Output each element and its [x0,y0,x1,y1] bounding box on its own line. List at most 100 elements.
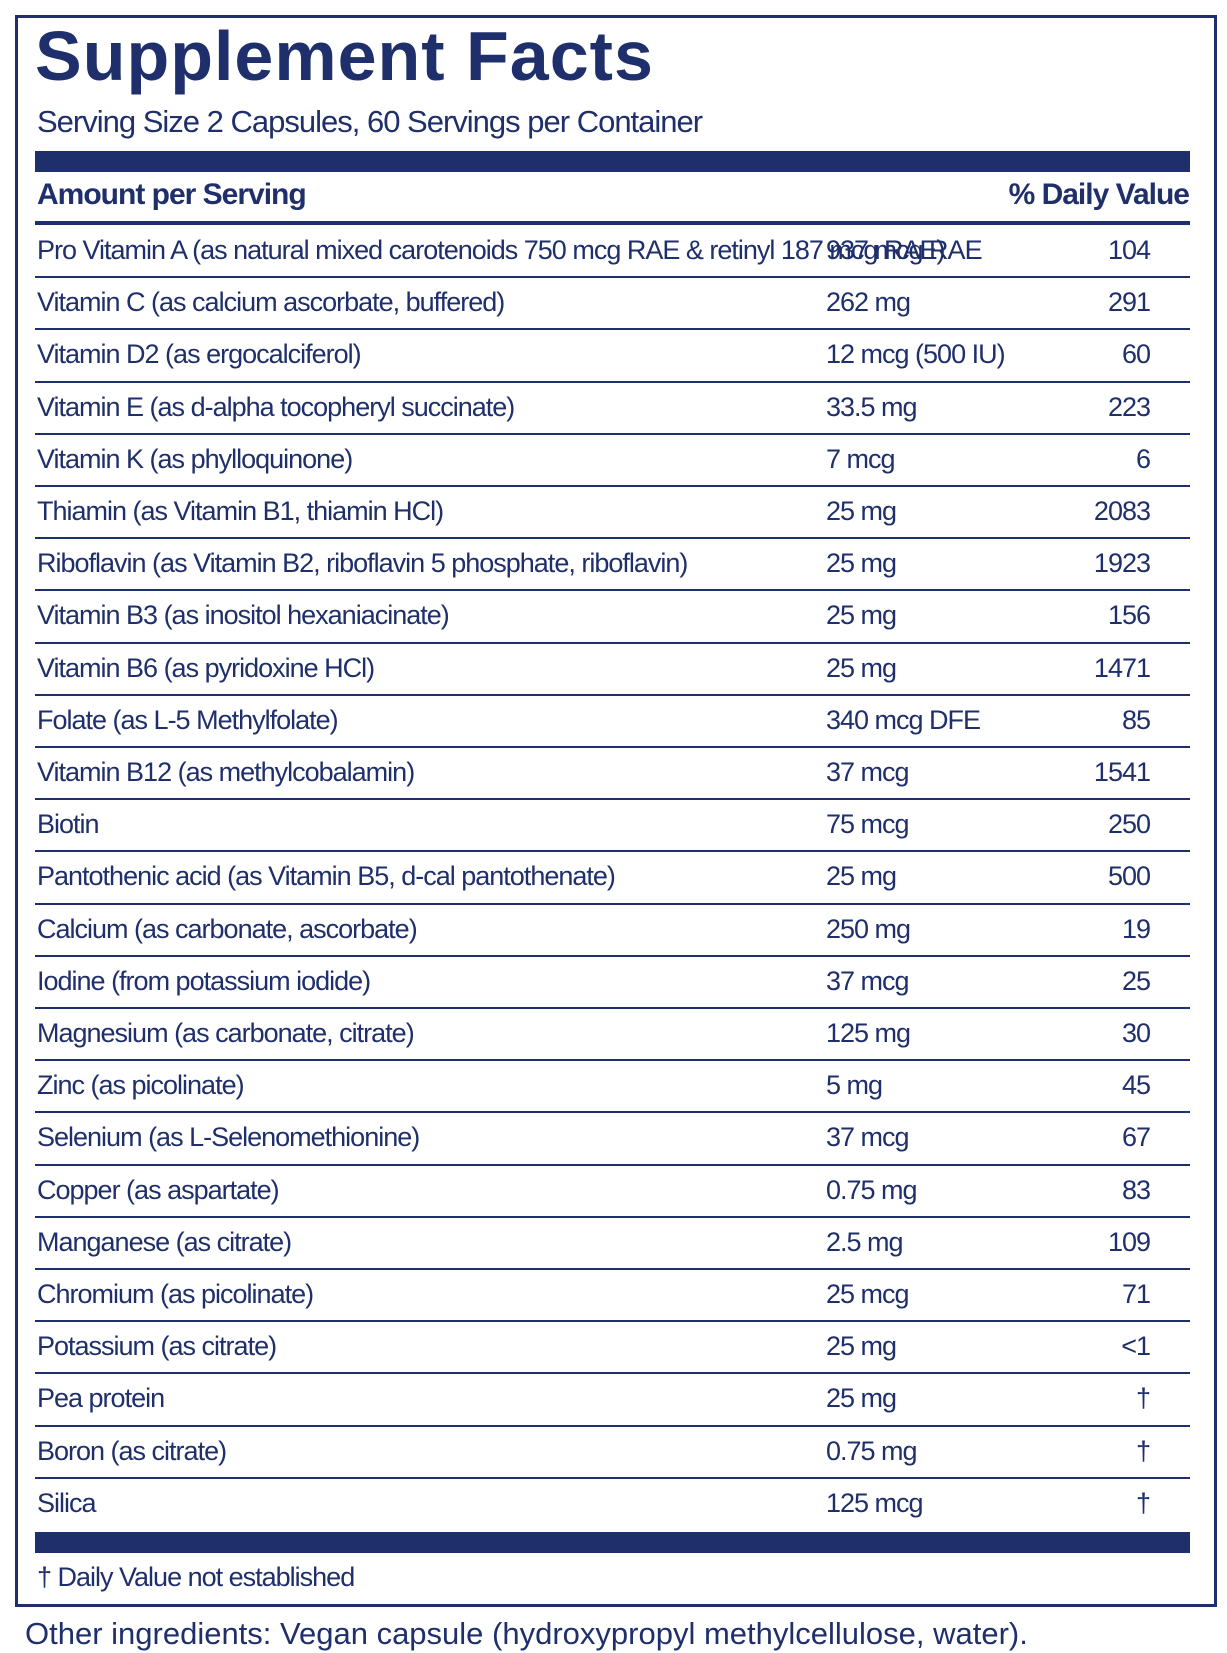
row-rule [35,1059,1190,1062]
nutrient-name: Pantothenic acid (as Vitamin B5, d-cal p… [37,861,616,892]
amount: 25 mg [826,1331,897,1362]
daily-value: 1541 [1093,757,1151,787]
nutrient-name: Silica [37,1487,97,1518]
amount: 0.75 mg [826,1174,918,1205]
amount: 75 mcg [826,809,910,840]
row-rule [35,746,1190,748]
daily-value: 109 [1107,1226,1151,1257]
amount: 125 mcg [826,1487,924,1518]
nutrient-name: Vitamin D2 (as ergocalciferol) [37,339,362,370]
nutrient-name: Vitamin B6 (as pyridoxine HCl) [37,652,375,683]
amount: 5 mg [826,1070,883,1101]
title: Supplement Facts [35,17,654,95]
nutrient-name: Iodine (from potassium iodide) [37,965,371,996]
thick-bar [35,1532,1190,1553]
nutrient-name: Vitamin K (as phylloquinone) [37,443,353,474]
amount: 37 mcg [826,1122,910,1153]
row-rule [35,798,1190,801]
nutrient-name: Vitamin E (as d-alpha tocopheryl succina… [37,391,515,422]
row-rule [35,328,1190,331]
column-header: Amount per Serving [37,178,307,211]
daily-value: 104 [1107,235,1151,265]
nutrient-name: Vitamin B3 (as inositol hexaniacinate) [37,600,450,631]
nutrient-name: Magnesium (as carbonate, citrate) [37,1018,415,1048]
amount: 25 mg [826,1383,897,1414]
daily-value: 1923 [1093,548,1151,579]
row-rule [35,1111,1190,1114]
row-rule [35,1215,1190,1218]
amount: 25 mg [826,652,897,683]
row-rule [35,276,1190,279]
daily-value: <1 [1121,1331,1151,1362]
daily-value: † [1135,1487,1151,1518]
amount: 25 mcg [826,1279,910,1309]
amount: 25 mg [826,496,897,526]
row-rule [35,380,1190,383]
row-rule [35,485,1190,487]
amount: 25 mg [826,548,897,579]
nutrient-name: Biotin [37,809,100,840]
nutrient-name: Folate (as L-5 Methylfolate) [37,704,339,735]
row-rule [35,1320,1190,1323]
nutrient-name: Pea protein [37,1383,165,1414]
daily-value: 250 [1107,809,1151,840]
daily-value: 291 [1107,287,1151,318]
daily-value: 67 [1121,1122,1151,1153]
amount: 262 mg [826,287,911,318]
row-rule [35,1372,1190,1375]
row-rule [35,902,1190,905]
amount: 0.75 mg [826,1435,918,1466]
amount: 2.5 mg [826,1226,904,1257]
thick-bar [35,151,1190,172]
daily-value: 60 [1121,339,1151,370]
row-rule [35,1424,1190,1427]
amount: 125 mg [826,1018,911,1048]
amount: 25 mg [826,600,897,631]
daily-value: 223 [1107,391,1151,422]
amount: 340 mcg DFE [826,704,981,735]
row-rule [35,954,1190,957]
row-rule [35,693,1190,696]
row-rule [35,1163,1190,1166]
column-header: % Daily Value [1008,178,1190,211]
nutrient-name: Vitamin C (as calcium ascorbate, buffere… [37,287,505,318]
nutrient-name: Boron (as citrate) [37,1435,227,1466]
amount: 250 mg [826,913,911,944]
row-rule [35,537,1190,540]
row-rule [35,432,1190,435]
nutrient-name: Zinc (as picolinate) [37,1070,245,1101]
daily-value: † [1135,1435,1151,1466]
nutrient-name: Vitamin B12 (as methylcobalamin) [37,757,415,787]
daily-value: 85 [1121,704,1151,735]
nutrient-name: Thiamin (as Vitamin B1, thiamin HCl) [37,496,444,526]
amount: 25 mg [826,861,897,892]
nutrient-name: Selenium (as L-Selenomethionine) [37,1122,420,1153]
serving-size: Serving Size 2 Capsules, 60 Servings per… [37,104,703,139]
label-border [15,15,1217,1607]
row-rule [35,1268,1190,1270]
daily-value: 2083 [1093,496,1151,526]
row-rule [35,589,1190,592]
daily-value: 19 [1121,913,1151,944]
amount: 37 mcg [826,965,910,996]
row-rule [35,1007,1190,1009]
daily-value: 71 [1121,1279,1151,1309]
amount: 37 mcg [826,757,910,787]
footnote: † Daily Value not established [37,1562,355,1592]
amount: 7 mcg [826,443,896,474]
daily-value: 6 [1135,443,1151,474]
daily-value: 156 [1107,600,1151,631]
header-rule [35,221,1190,225]
nutrient-name: Manganese (as citrate) [37,1226,292,1257]
daily-value: 500 [1107,861,1151,892]
daily-value: 1471 [1093,652,1151,683]
row-rule [35,1476,1190,1479]
daily-value: 45 [1121,1070,1151,1101]
amount: 937 mcg RAE [826,235,983,265]
amount: 33.5 mg [826,391,918,422]
nutrient-name: Chromium (as picolinate) [37,1279,314,1309]
other-ingredients: Other ingredients: Vegan capsule (hydrox… [25,1616,1028,1651]
nutrient-name: Pro Vitamin A (as natural mixed caroteno… [37,235,945,265]
daily-value: 25 [1121,965,1151,996]
